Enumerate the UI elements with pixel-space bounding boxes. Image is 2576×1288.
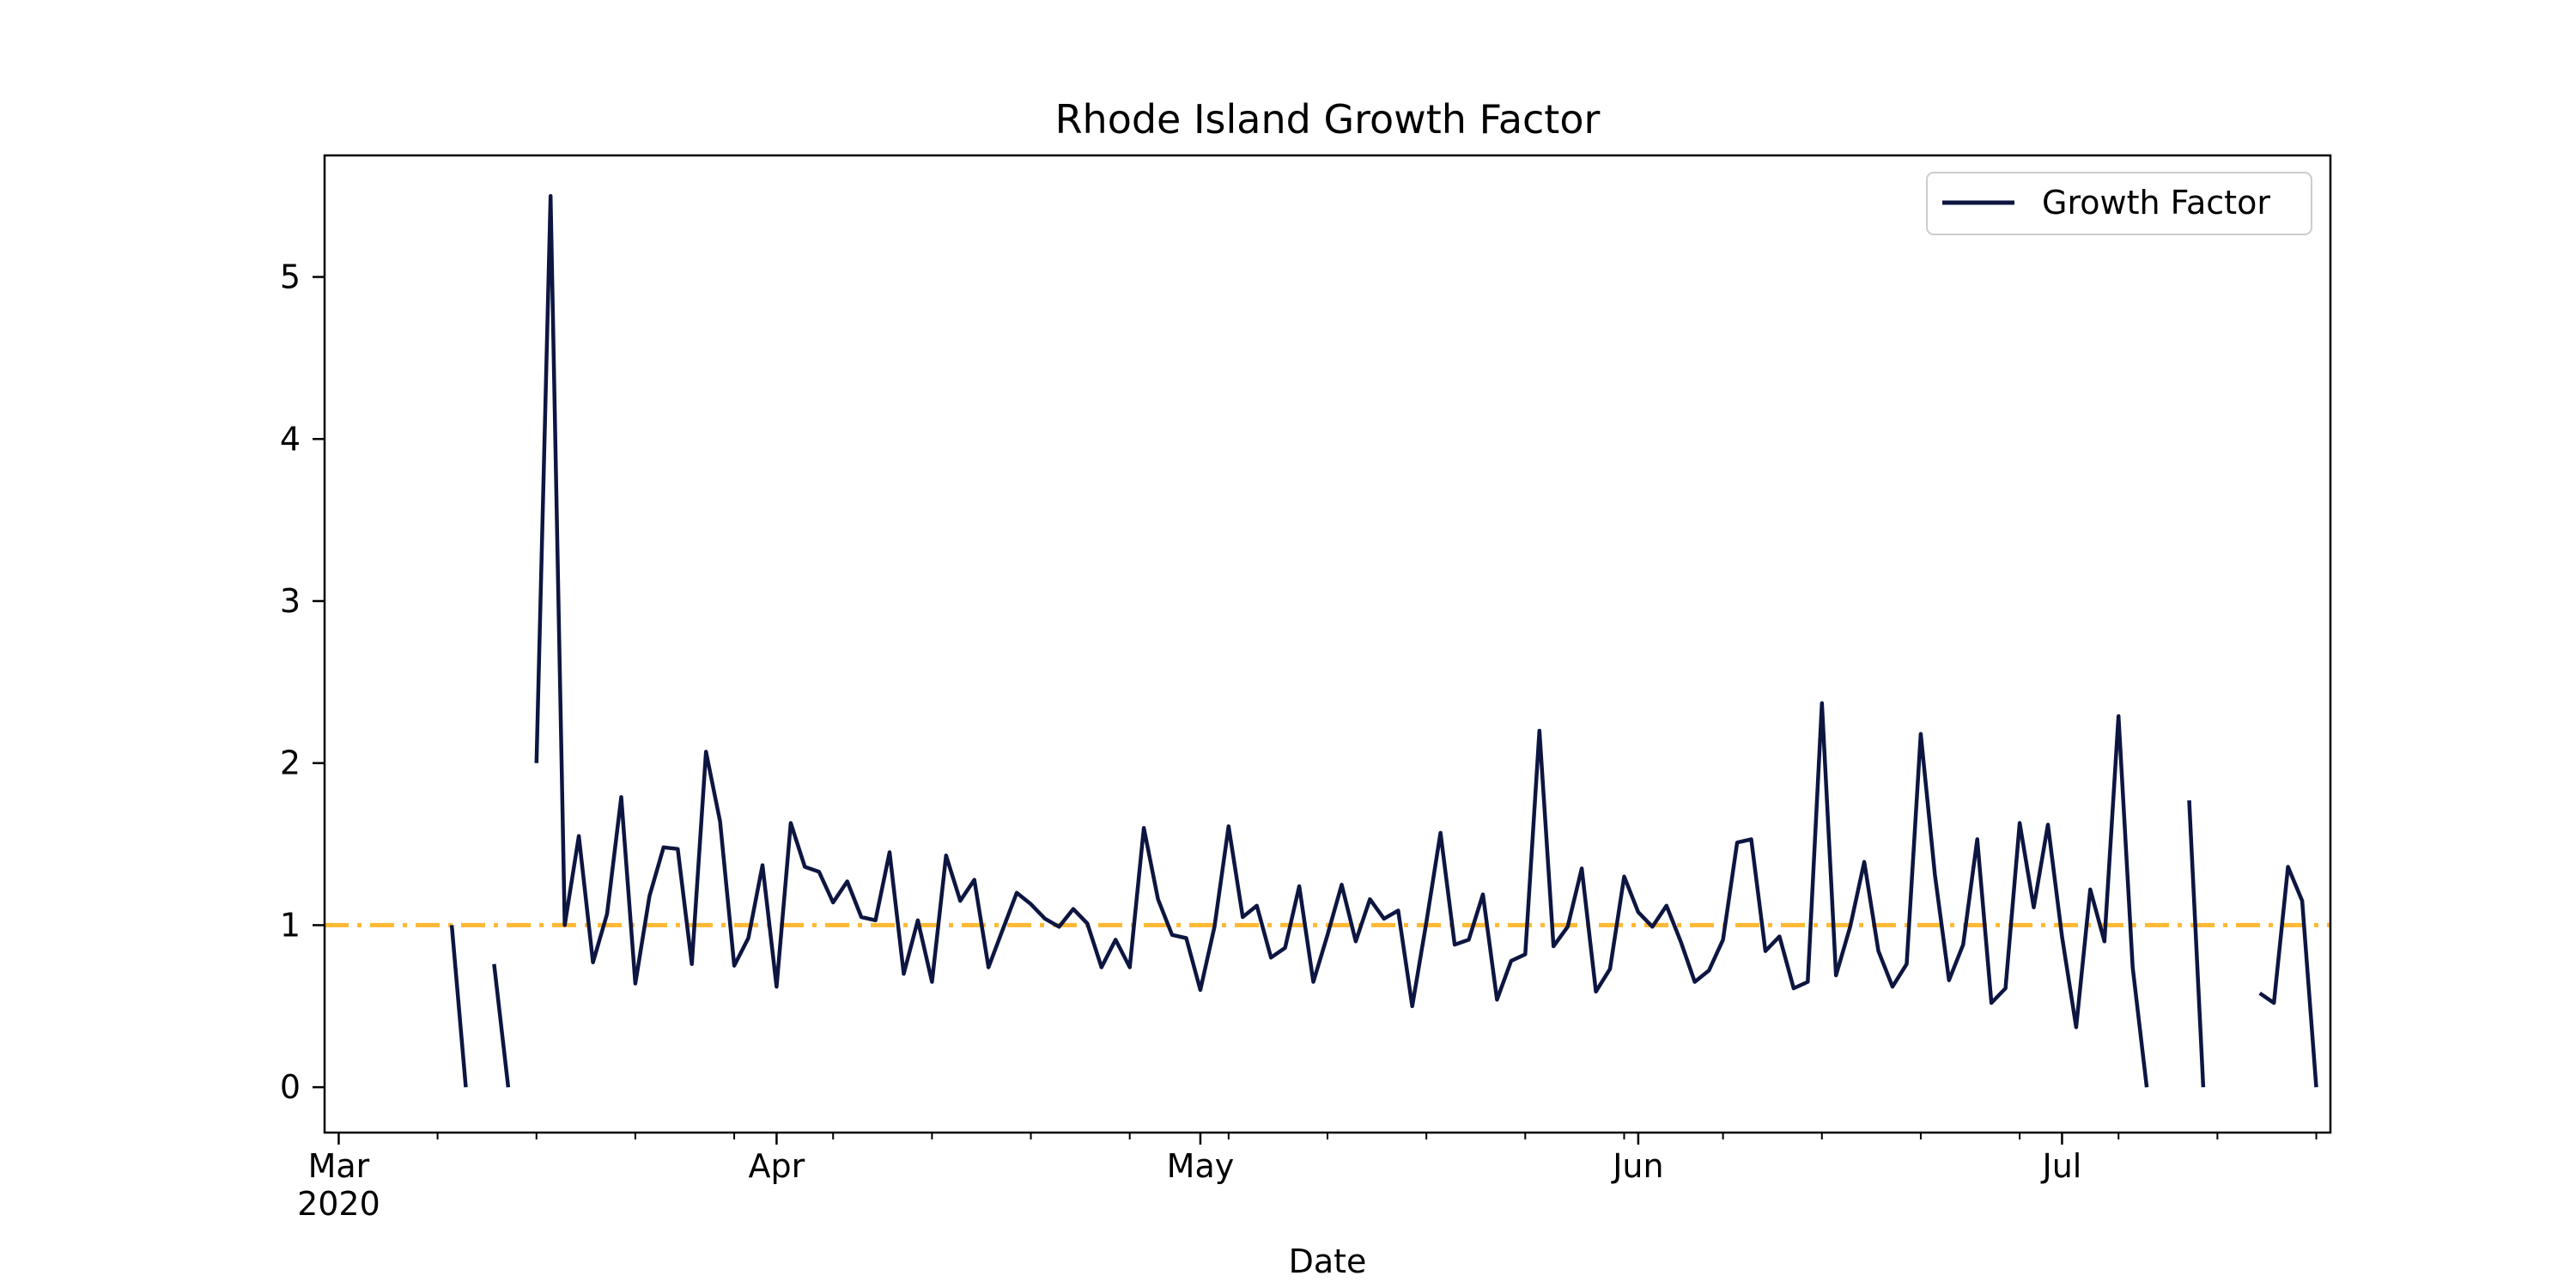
y-tick-label: 2 [280,744,301,782]
legend-box [1926,172,2312,235]
series-line-segment [534,193,2149,1088]
x-axis-label: Date [1289,1242,1367,1280]
x-tick-sublabel: 2020 [297,1185,380,1223]
legend-label: Growth Factor [2042,184,2270,222]
y-tick-label: 0 [280,1068,301,1106]
legend: Growth Factor [1926,172,2312,235]
x-tick-label: Jul [2041,1147,2082,1185]
chart-title: Rhode Island Growth Factor [1055,96,1601,143]
x-tick-label: May [1167,1147,1235,1185]
plot-frame [323,154,2332,1134]
x-tick-label: Jun [1611,1147,1663,1185]
x-tick-label: Apr [749,1147,805,1185]
plot-area [325,193,2330,1088]
y-axis: 0 1 2 3 4 5 [280,258,325,1106]
series-line-segment [2258,865,2318,1088]
x-tick-label: Mar [308,1147,370,1185]
series-line-segment [449,925,468,1088]
y-tick-label: 3 [280,582,301,620]
y-tick-label: 5 [280,258,301,296]
y-tick-label: 4 [280,420,301,458]
series-line-segment [2187,799,2206,1088]
series-line-segment [492,963,511,1088]
y-tick-label: 1 [280,906,301,944]
